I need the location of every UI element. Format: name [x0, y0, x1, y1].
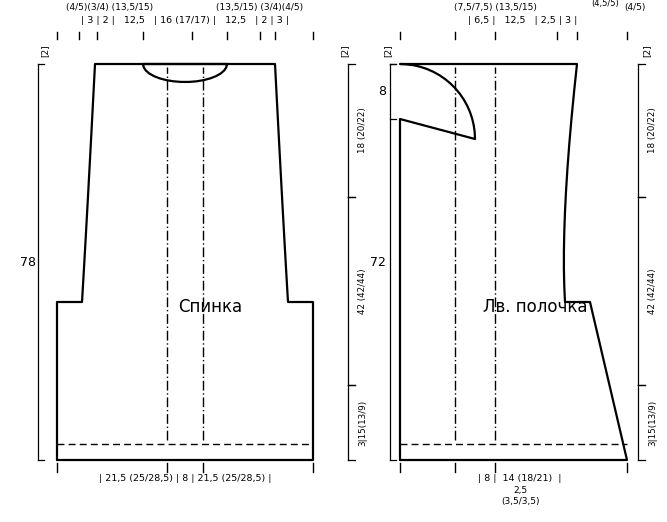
Text: | 3 | 2 |   12,5   | 16 (17/17) |   12,5   | 2 | 3 |: | 3 | 2 | 12,5 | 16 (17/17) | 12,5 | 2 |… — [81, 16, 289, 25]
Text: (4/5)(3/4) (13,5/15): (4/5)(3/4) (13,5/15) — [67, 3, 153, 12]
Text: 42 (42/44): 42 (42/44) — [358, 268, 367, 314]
Text: 3|15(13/9): 3|15(13/9) — [358, 399, 367, 446]
Text: | 6,5 |   12,5   | 2,5 | 3 |: | 6,5 | 12,5 | 2,5 | 3 | — [468, 16, 578, 25]
Text: 18 (20/22): 18 (20/22) — [358, 108, 367, 153]
Text: Лв. полочка: Лв. полочка — [483, 298, 587, 316]
Text: (13,5/15) (3/4)(4/5): (13,5/15) (3/4)(4/5) — [216, 3, 303, 12]
Text: Спинка: Спинка — [178, 298, 242, 316]
Text: 2,5: 2,5 — [513, 486, 527, 495]
Text: (4,5/5): (4,5/5) — [591, 0, 619, 8]
Text: 42 (42/44): 42 (42/44) — [648, 268, 657, 314]
Text: | 21,5 (25/28,5) | 8 | 21,5 (25/28,5) |: | 21,5 (25/28,5) | 8 | 21,5 (25/28,5) | — [99, 474, 271, 483]
Text: 3|15(13/9): 3|15(13/9) — [648, 399, 657, 446]
Text: [2]: [2] — [384, 44, 392, 57]
Text: 8: 8 — [378, 85, 386, 98]
Text: 78: 78 — [20, 255, 36, 268]
Text: 72: 72 — [370, 255, 386, 268]
Text: [2]: [2] — [340, 44, 350, 57]
Text: [2]: [2] — [642, 44, 652, 57]
Text: (3,5/3,5): (3,5/3,5) — [501, 497, 539, 506]
Text: (4/5): (4/5) — [624, 3, 646, 12]
Text: (7,5/7,5) (13,5/15): (7,5/7,5) (13,5/15) — [454, 3, 536, 12]
Text: [2]: [2] — [41, 44, 49, 57]
Text: | 8 |  14 (18/21)  |: | 8 | 14 (18/21) | — [478, 474, 562, 483]
Text: 18 (20/22): 18 (20/22) — [648, 108, 657, 153]
